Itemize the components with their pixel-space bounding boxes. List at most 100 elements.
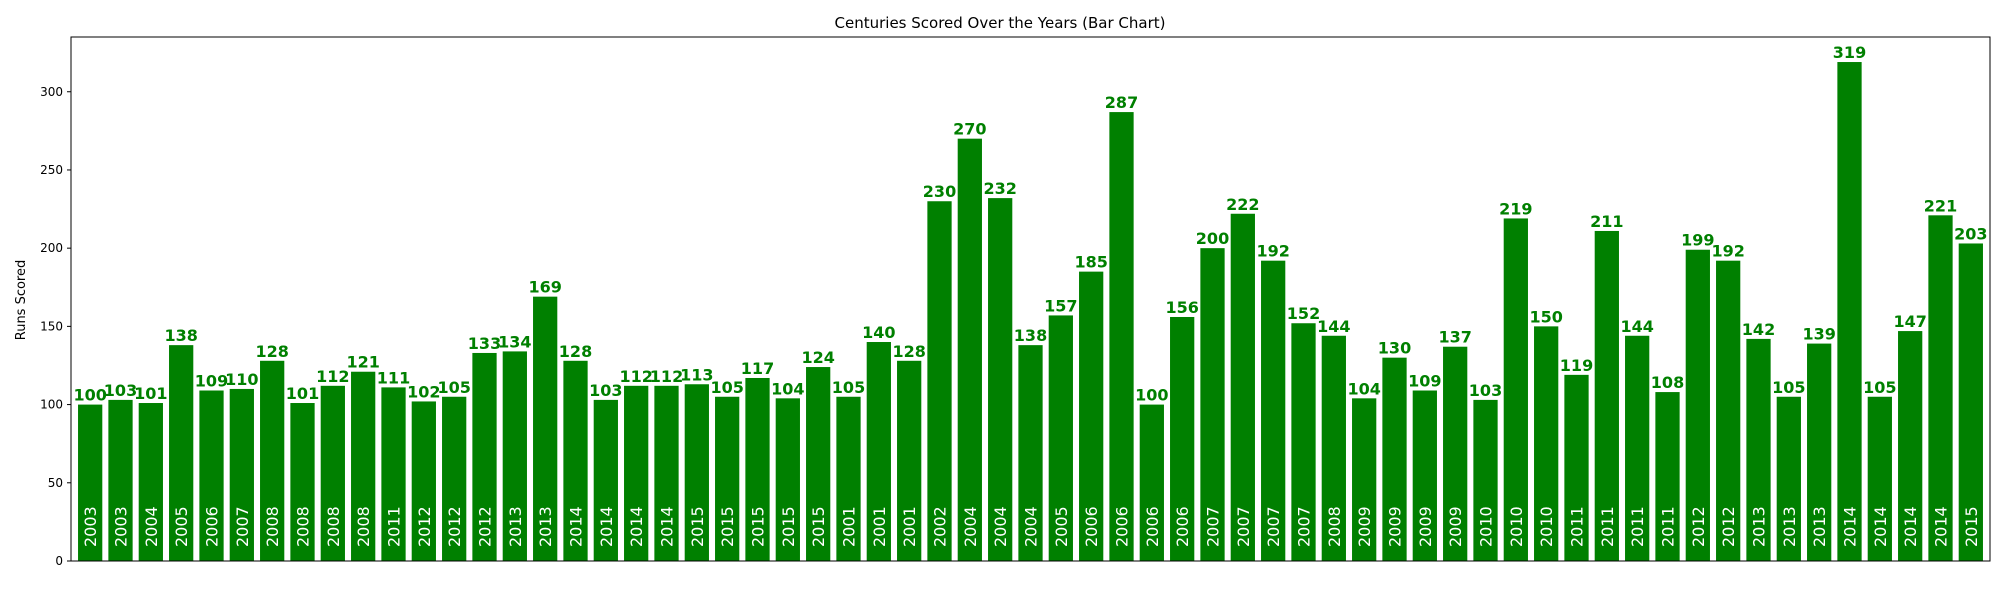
bar-year-label: 2013 xyxy=(1750,506,1769,547)
bar-value-label: 113 xyxy=(680,365,713,384)
bar xyxy=(1382,357,1407,561)
bar-year-label: 2012 xyxy=(476,506,495,547)
bar xyxy=(108,399,133,561)
bar-value-label: 117 xyxy=(741,359,774,378)
bar-year-label: 2014 xyxy=(1901,506,1920,547)
bar-value-label: 156 xyxy=(1165,298,1198,317)
bar-year-label: 2004 xyxy=(991,506,1010,547)
bar-year-label: 2003 xyxy=(81,506,100,547)
bar-year-label: 2008 xyxy=(324,506,343,547)
bar xyxy=(745,377,770,561)
bar xyxy=(1139,404,1164,561)
bar xyxy=(654,385,679,561)
bar-value-label: 100 xyxy=(1135,386,1168,405)
bar xyxy=(1655,392,1680,561)
bar-year-label: 2014 xyxy=(658,506,677,547)
bar xyxy=(351,371,376,561)
bar-year-label: 2015 xyxy=(1962,506,1981,547)
bar xyxy=(1473,399,1498,561)
bar xyxy=(1807,343,1832,561)
bar-value-label: 219 xyxy=(1499,199,1532,218)
bar-year-label: 2012 xyxy=(1689,506,1708,547)
bar-year-label: 2014 xyxy=(1871,506,1890,547)
bar xyxy=(715,396,740,561)
bar-value-label: 121 xyxy=(346,353,379,372)
bar xyxy=(1503,218,1528,561)
bar xyxy=(199,390,224,561)
bar-value-label: 103 xyxy=(1469,381,1502,400)
y-tick-label: 100 xyxy=(40,398,63,412)
bar-value-label: 112 xyxy=(619,367,652,386)
bar-value-label: 104 xyxy=(771,379,804,398)
bar-value-label: 109 xyxy=(195,372,228,391)
bar-year-label: 2004 xyxy=(961,506,980,547)
chart-title: Centuries Scored Over the Years (Bar Cha… xyxy=(835,14,1166,32)
bar xyxy=(1594,230,1619,561)
bar-value-label: 319 xyxy=(1833,43,1866,62)
bar-year-label: 2014 xyxy=(597,506,616,547)
bar-year-label: 2013 xyxy=(1780,506,1799,547)
bar-year-label: 2006 xyxy=(203,506,222,547)
bar-value-label: 133 xyxy=(468,334,501,353)
plot-frame xyxy=(70,36,1991,562)
bar xyxy=(260,360,285,561)
bar xyxy=(1716,260,1741,561)
bar-value-label: 124 xyxy=(801,348,834,367)
bar-year-label: 2011 xyxy=(385,506,404,547)
bar-value-label: 192 xyxy=(1256,242,1289,261)
bar xyxy=(1534,326,1559,561)
bar xyxy=(1321,335,1346,561)
bar-value-label: 119 xyxy=(1560,356,1593,375)
y-tick-label: 50 xyxy=(48,476,63,490)
bar-value-label: 199 xyxy=(1681,231,1714,250)
bar xyxy=(1109,112,1134,561)
bar-value-label: 139 xyxy=(1802,325,1835,344)
bar-value-label: 144 xyxy=(1620,317,1653,336)
bar-year-label: 2012 xyxy=(445,506,464,547)
bar-value-label: 157 xyxy=(1044,296,1077,315)
bar-value-label: 103 xyxy=(589,381,622,400)
bar-value-label: 128 xyxy=(892,342,925,361)
bar-year-label: 2013 xyxy=(506,506,525,547)
bar xyxy=(775,398,800,561)
bar-value-label: 147 xyxy=(1893,312,1926,331)
bar-year-label: 2008 xyxy=(294,506,313,547)
bar-year-label: 2006 xyxy=(1113,506,1132,547)
bar-year-label: 2012 xyxy=(1719,506,1738,547)
bar-value-label: 111 xyxy=(377,368,410,387)
bar-value-label: 110 xyxy=(225,370,258,389)
bar-value-label: 128 xyxy=(255,342,288,361)
bar-year-label: 2004 xyxy=(142,506,161,547)
bar-year-label: 2004 xyxy=(1022,506,1041,547)
bar-year-label: 2013 xyxy=(1810,506,1829,547)
bar-value-label: 105 xyxy=(710,378,743,397)
bar xyxy=(1837,62,1862,561)
bar-year-label: 2007 xyxy=(1204,506,1223,547)
bar-value-label: 138 xyxy=(164,326,197,345)
bar xyxy=(1079,271,1104,561)
bar xyxy=(411,401,436,561)
bar xyxy=(1230,213,1255,561)
bar-value-label: 105 xyxy=(1863,378,1896,397)
bar-value-label: 108 xyxy=(1651,373,1684,392)
bar-value-label: 101 xyxy=(134,384,167,403)
bar-year-label: 2015 xyxy=(809,506,828,547)
bar-value-label: 112 xyxy=(650,367,683,386)
bar-year-label: 2015 xyxy=(688,506,707,547)
bar-year-label: 2001 xyxy=(840,506,859,547)
bar xyxy=(169,345,194,561)
bar-value-label: 203 xyxy=(1954,224,1987,243)
bar xyxy=(1261,260,1286,561)
bar-year-label: 2005 xyxy=(1052,506,1071,547)
y-tick-label: 0 xyxy=(55,554,63,568)
bar-year-label: 2010 xyxy=(1507,506,1526,547)
bar xyxy=(1048,315,1073,561)
bar xyxy=(502,351,527,561)
y-tick-label: 250 xyxy=(40,163,63,177)
bars-group: 100 2003 103 2003 101 2004 138 2005 109 2006 110 20… xyxy=(73,43,1988,562)
bar-value-label: 221 xyxy=(1924,196,1957,215)
bar xyxy=(1352,398,1377,561)
bar-year-label: 2007 xyxy=(1295,506,1314,547)
bar-value-label: 144 xyxy=(1317,317,1350,336)
bar xyxy=(229,388,254,561)
